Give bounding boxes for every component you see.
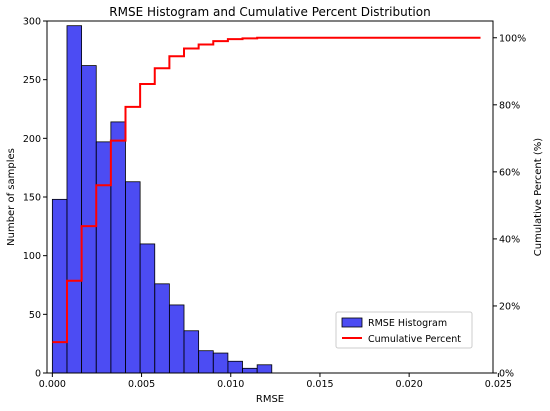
y-tick-label: 200 (23, 134, 41, 145)
histogram-bars (51, 25, 273, 374)
y2-tick-label: 100% (499, 33, 526, 44)
legend: RMSE Histogram Cumulative Percent (335, 311, 473, 349)
histogram-bar (125, 181, 141, 374)
y2-tick-label: 60% (499, 167, 520, 178)
legend-box (335, 311, 473, 349)
x-tick-label: 0.015 (306, 379, 333, 390)
cumulative-percent-line (52, 36, 481, 344)
histogram-bar (66, 25, 83, 374)
x-axis-label: RMSE (256, 394, 284, 405)
x-tick-label: 0.020 (396, 379, 423, 390)
chart-title: RMSE Histogram and Cumulative Percent Di… (109, 5, 430, 19)
histogram-bar (212, 352, 229, 374)
x-tick-label: 0.010 (217, 379, 244, 390)
histogram-bar (139, 243, 156, 374)
legend-swatch-histogram (341, 317, 363, 328)
histogram-bar (256, 364, 273, 374)
y2-axis-label: Cumulative Percent (%) (533, 138, 544, 256)
legend-label-histogram: RMSE Histogram (368, 318, 447, 329)
histogram-bar (227, 360, 243, 374)
histogram-bar (183, 330, 200, 374)
y2-tick-label: 0% (499, 369, 514, 380)
histogram-bar (81, 65, 97, 374)
y2-tick-label: 80% (499, 100, 520, 111)
y-tick-label: 300 (23, 17, 41, 28)
axes: 0.000 0.005 0.010 0.015 0.020 0.025 0 50 100 150 2… (23, 17, 526, 391)
y-tick-label: 250 (23, 75, 41, 86)
histogram-bar (95, 141, 112, 374)
histogram-bar (242, 367, 258, 374)
y-tick-label: 0 (35, 369, 41, 380)
histogram-bar (51, 198, 68, 374)
x-tick-label: 0.025 (485, 379, 512, 390)
x-tick-label: 0.000 (39, 379, 66, 390)
y-axis-label: Number of samples (6, 148, 17, 246)
y-tick-label: 100 (23, 251, 41, 262)
histogram-bar (110, 121, 126, 374)
y2-tick-label: 20% (499, 301, 520, 312)
y-tick-label: 50 (29, 310, 41, 321)
cumulative-line-group (52, 36, 481, 344)
y-tick-label: 150 (23, 193, 41, 204)
histogram-bar (154, 283, 170, 374)
x-tick-label: 0.005 (128, 379, 155, 390)
histogram-bar (168, 304, 185, 374)
histogram-bar (198, 350, 214, 374)
legend-label-cumulative: Cumulative Percent (368, 334, 461, 345)
y2-tick-label: 40% (499, 234, 520, 245)
